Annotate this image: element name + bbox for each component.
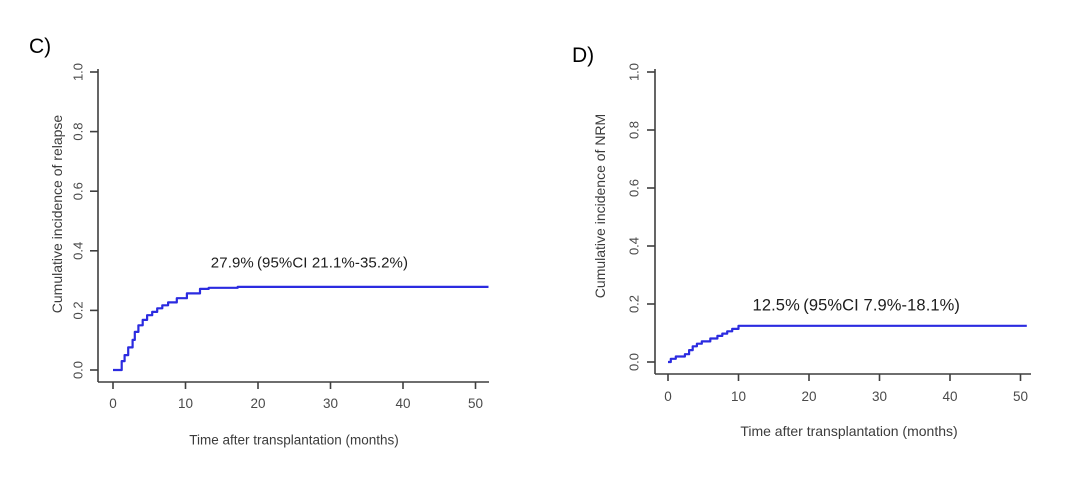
y-tick-label: 0.0 [71, 361, 86, 379]
y-tick-label: 1.0 [627, 63, 642, 81]
y-tick-label: 0.2 [71, 301, 86, 319]
x-tick-label: 40 [942, 389, 957, 404]
y-tick-label: 0.6 [71, 182, 86, 200]
y-tick-label: 0.8 [71, 123, 86, 141]
x-tick-label: 40 [395, 396, 410, 411]
panel-label-c: C) [29, 35, 52, 58]
x-tick-label: 10 [178, 396, 193, 411]
y-tick-label: 0.8 [627, 121, 642, 139]
x-tick-label: 50 [468, 396, 483, 411]
y-tick-label: 0.4 [71, 242, 86, 260]
y-tick-label: 1.0 [71, 63, 86, 81]
y-tick-label: 0.4 [627, 237, 642, 255]
x-tick-label: 20 [250, 396, 265, 411]
x-tick-label: 20 [801, 389, 816, 404]
nrm-plot: 0.0 0.2 0.4 0.6 0.8 1.0 0 10 20 30 40 50 [627, 63, 1031, 404]
x-tick-label: 30 [872, 389, 887, 404]
cumulative-incidence-curve [113, 285, 489, 372]
y-tick-label: 0.0 [627, 353, 642, 371]
x-tick-label: 0 [664, 389, 672, 404]
x-tick-label: 10 [731, 389, 746, 404]
cumulative-incidence-curve [668, 324, 1027, 364]
y-tick-label: 0.2 [627, 295, 642, 313]
panel-label-d: D) [572, 44, 595, 67]
x-tick-label: 50 [1013, 389, 1028, 404]
y-axis-title-nrm: Cumulative incidence of NRM [592, 113, 608, 299]
y-axis-title-relapse: Cumulative incidence of relapse [49, 114, 65, 314]
estimate-annotation-nrm: 12.5% (95%CI 7.9%-18.1%) [752, 296, 964, 315]
x-tick-label: 30 [323, 396, 338, 411]
x-axis-title-right: Time after transplantation (months) [740, 423, 958, 439]
relapse-plot: 0.0 0.2 0.4 0.6 0.8 1.0 0 10 20 30 40 50 [71, 63, 489, 411]
x-tick-label: 0 [109, 396, 117, 411]
x-axis-title-left: Time after transplantation (months) [189, 432, 399, 448]
estimate-annotation-relapse: 27.9% (95%CI 21.1%-35.2%) [210, 254, 412, 272]
y-tick-label: 0.6 [627, 179, 642, 197]
